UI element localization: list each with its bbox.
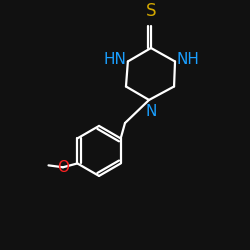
- Text: N: N: [145, 104, 157, 119]
- Text: NH: NH: [177, 52, 200, 67]
- Text: S: S: [146, 2, 156, 20]
- Text: O: O: [57, 160, 69, 175]
- Text: HN: HN: [103, 52, 126, 67]
